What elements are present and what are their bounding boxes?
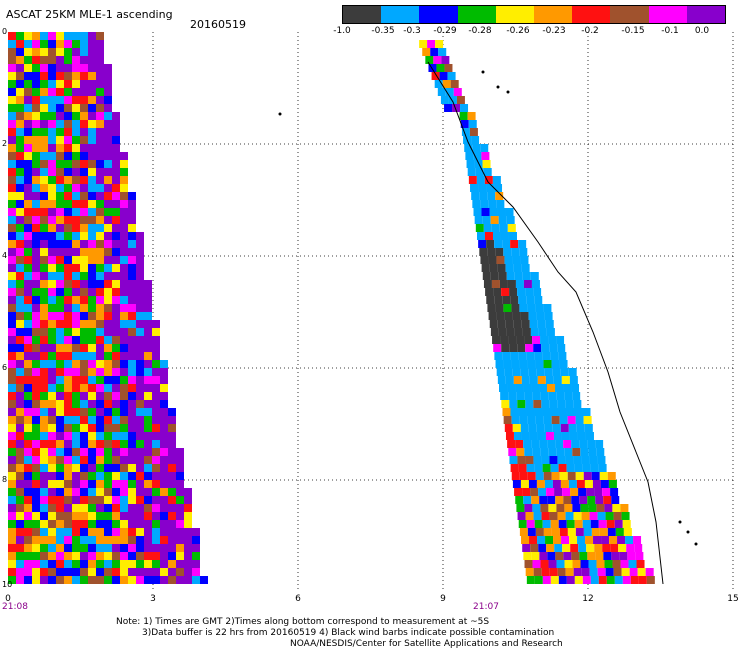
time-label-left: 21:08 bbox=[2, 602, 28, 612]
x-tick-6: 6 bbox=[295, 594, 301, 604]
map-title: ASCAT 25KM MLE-1 ascending bbox=[6, 8, 173, 21]
legend-swatch-1 bbox=[381, 6, 420, 23]
legend-label-10: 0.0 bbox=[694, 26, 710, 36]
y-tick-4: 4 bbox=[2, 251, 8, 260]
legend-swatch-0 bbox=[343, 6, 382, 23]
legend-label-3: -0.29 bbox=[433, 26, 457, 36]
x-tick-9: 9 bbox=[440, 594, 446, 604]
legend-swatch-4 bbox=[495, 6, 535, 23]
note-line-3: NOAA/NESDIS/Center for Satellite Applica… bbox=[290, 639, 563, 649]
island-isolated bbox=[278, 112, 282, 116]
island-5 bbox=[506, 90, 510, 94]
y-tick-6: 6 bbox=[2, 363, 8, 372]
time-label-right: 21:07 bbox=[473, 602, 499, 612]
legend-swatch-5 bbox=[534, 6, 573, 23]
x-tick-3: 3 bbox=[150, 594, 156, 604]
map-date: 20160519 bbox=[190, 18, 246, 31]
island-2 bbox=[694, 542, 698, 546]
note-line-1: Note: 1) Times are GMT 2)Times along bot… bbox=[116, 617, 490, 627]
data-map bbox=[8, 32, 736, 592]
legend-label-5: -0.26 bbox=[506, 26, 530, 36]
x-tick-12: 12 bbox=[582, 594, 594, 604]
x-tick-15: 15 bbox=[727, 594, 739, 604]
legend-swatch-6 bbox=[572, 6, 611, 23]
legend-swatch-2 bbox=[419, 6, 458, 23]
y-tick-8: 8 bbox=[2, 475, 8, 484]
legend-swatch-3 bbox=[457, 6, 496, 23]
legend-swatch-7 bbox=[610, 6, 649, 23]
left-swath bbox=[8, 32, 208, 584]
island-4 bbox=[496, 85, 500, 89]
island-1 bbox=[678, 520, 682, 524]
legend-label-0: -1.0 bbox=[333, 26, 351, 36]
right-swath bbox=[419, 40, 655, 584]
y-tick-2: 2 bbox=[2, 139, 8, 148]
y-tick-10: 10 bbox=[2, 580, 13, 589]
y-tick-0: 0 bbox=[2, 27, 8, 36]
legend-swatch-8 bbox=[648, 6, 687, 23]
legend-label-2: -0.3 bbox=[403, 26, 421, 36]
color-legend bbox=[342, 5, 726, 24]
legend-label-1: -0.35 bbox=[371, 26, 395, 36]
island-0 bbox=[686, 530, 690, 534]
legend-labels: -1.0 -0.35 -0.3 -0.29 -0.28 -0.26 -0.23 -0.2 -0.… bbox=[320, 26, 740, 38]
coastline bbox=[427, 61, 664, 585]
note-line-2: 3)Data buffer is 22 hrs from 20160519 4)… bbox=[142, 628, 555, 638]
legend-label-4: -0.28 bbox=[468, 26, 492, 36]
x-tick-0: 0 bbox=[5, 594, 11, 604]
island-3 bbox=[481, 70, 485, 74]
legend-label-8: -0.15 bbox=[621, 26, 645, 36]
legend-label-7: -0.2 bbox=[581, 26, 599, 36]
legend-label-9: -0.1 bbox=[661, 26, 679, 36]
legend-swatch-9 bbox=[686, 6, 726, 23]
legend-label-6: -0.23 bbox=[542, 26, 566, 36]
